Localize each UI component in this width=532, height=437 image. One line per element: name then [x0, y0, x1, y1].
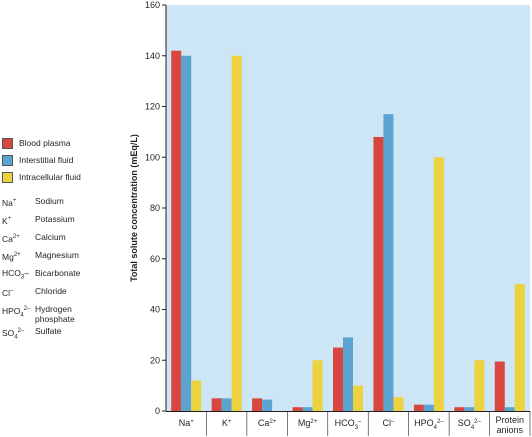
bar [423, 404, 434, 411]
ion-name: Chloride [35, 286, 67, 296]
x-tick-label: Ca2+ [258, 418, 277, 428]
ion-symbol: Ca2+ [2, 233, 20, 244]
ion-symbol: Mg2+ [2, 251, 21, 262]
x-tick-label: HCO3– [335, 418, 362, 431]
bar [312, 360, 323, 411]
bar [383, 114, 394, 412]
bar [191, 380, 202, 411]
bar [433, 157, 444, 411]
x-tick-label: HPO42– [414, 418, 444, 431]
ion-name: Sulfate [35, 326, 62, 336]
bar [262, 399, 273, 411]
bar [171, 50, 182, 412]
legend: Blood plasma Interstitial fluid Intracel… [0, 0, 130, 437]
bar [181, 55, 192, 411]
ion-symbol: SO42– [2, 327, 25, 341]
bar [454, 407, 465, 411]
legend-item-blood-plasma: Blood plasma [2, 136, 71, 150]
x-tick-label: Protein anions [496, 415, 525, 435]
bar [221, 398, 232, 411]
ion-name: Bicarbonate [35, 268, 81, 278]
ion-symbol: Cl– [2, 287, 14, 298]
legend-swatch [2, 137, 13, 149]
y-tick-label: 20 [150, 355, 160, 365]
bar [464, 407, 475, 411]
bar [373, 136, 384, 411]
y-tick-label: 140 [145, 51, 160, 61]
bar [504, 407, 515, 411]
bar [514, 284, 525, 411]
legend-item-interstitial-fluid: Interstitial fluid [2, 153, 73, 167]
x-tick-label: Na+ [179, 418, 195, 428]
y-axis-title: Total solute concentration (mEq/L) [129, 134, 139, 282]
ion-name: Hydrogen phosphate [35, 304, 75, 324]
bar [343, 337, 353, 411]
y-tick-label: 120 [145, 102, 160, 112]
legend-label: Intracellular fluid [19, 172, 81, 182]
y-tick-label: 100 [145, 152, 160, 162]
ion-name: Magnesium [35, 250, 79, 260]
x-tick-label: SO42– [458, 418, 482, 431]
legend-label: Interstitial fluid [19, 155, 74, 165]
bar [231, 55, 242, 411]
legend-swatch [2, 154, 13, 166]
bar [413, 404, 424, 411]
bar [333, 347, 343, 411]
bar [474, 360, 485, 411]
bar [393, 397, 404, 411]
bar [211, 398, 222, 411]
y-tick-label: 160 [145, 0, 160, 10]
ion-name: Calcium [35, 232, 66, 242]
bar [302, 407, 313, 411]
legend-item-intracellular-fluid: Intracellular fluid [2, 170, 81, 184]
ion-name: Potassium [35, 214, 75, 224]
ion-symbol: Na+ [2, 197, 17, 208]
y-tick-label: 0 [155, 406, 160, 416]
x-tick-label: Cl– [383, 418, 396, 428]
ion-name: Sodium [35, 196, 64, 206]
bar [252, 398, 263, 411]
y-tick-label: 40 [150, 305, 160, 315]
y-tick-label: 80 [150, 203, 160, 213]
ion-symbol: K+ [2, 215, 12, 226]
ion-symbol: HCO3– [2, 268, 29, 281]
legend-swatch [2, 171, 13, 183]
bar [494, 361, 505, 411]
legend-label: Blood plasma [19, 138, 71, 148]
bar [353, 385, 363, 411]
x-tick-label: K+ [222, 418, 232, 428]
bar [292, 407, 303, 411]
y-tick-label: 60 [150, 254, 160, 264]
ion-symbol: HPO42– [2, 305, 31, 319]
x-tick-label: Mg2+ [298, 418, 318, 428]
